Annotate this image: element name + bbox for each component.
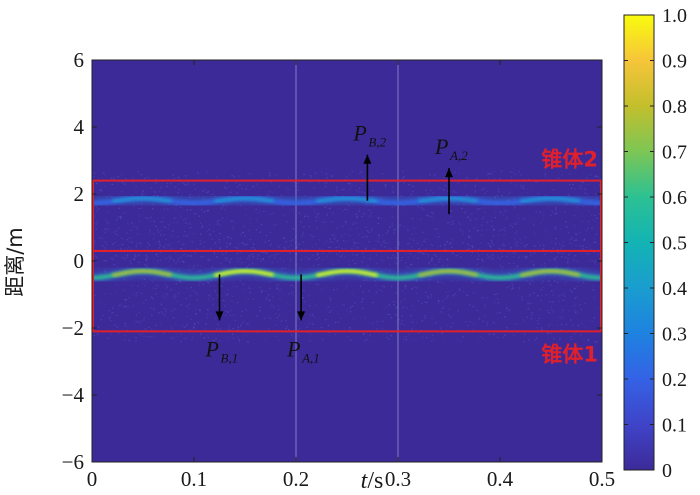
annotation-sub-3: B,1 [221,350,239,365]
trace-highlight [112,269,172,277]
region-boxes: 锥体2 锥体1 [92,148,602,366]
trace-highlight [214,269,274,277]
annotations: P B,2 P A,2P B,1 P A,1 [205,121,469,366]
colorbar-tick-label: 0.2 [662,369,687,391]
colorbar-tick-label: 0.5 [662,233,687,255]
y-tick-label: 6 [74,48,85,72]
trace-highlight [316,269,378,277]
colorbar-tick-label: 1.0 [662,5,687,27]
colorbar-tick-label: 0.1 [662,415,687,437]
y-tick-label: 2 [74,182,85,206]
colorbar-tick-label: 0.3 [662,324,687,346]
colorbar-tick-label: 0.9 [662,51,687,73]
region-box-2 [92,249,602,333]
region-label-cone2: 锥体2 [541,148,598,172]
x-tick-label: 0.4 [487,467,514,491]
x-axis-ticks: 0 0.1 0.2 0.3 0.4 0.5 [87,60,615,491]
colorbar-gradient [623,14,655,471]
colorbar-tick-label: 0.8 [662,96,687,118]
trace-highlight [418,269,478,277]
y-axis-label: 距离/m [3,227,27,297]
annotation-sub-4: A,1 [301,350,320,365]
x-tick-label: 0.1 [181,467,207,491]
x-tick-label: 0 [87,467,98,491]
colorbar-ticks: 1.0 0.9 0.8 0.7 0.6 0.5 0.4 0.3 0.2 0.1 0 [624,5,687,482]
trace-highlight [520,196,580,203]
x-tick-label: 0.2 [283,467,309,491]
trace-highlight [418,196,478,203]
x-tick-label: 0.3 [385,467,411,491]
trace-highlight [112,196,172,203]
annotation-label-1: P [352,121,366,146]
trace-highlight [214,196,274,203]
trace-highlight [520,269,580,277]
x-axis-label: t/s [361,468,384,494]
region-label-cone1: 锥体1 [541,342,598,366]
y-tick-label: 4 [74,115,85,139]
colorbar-tick-label: 0 [662,460,672,482]
y-tick-label: 0 [74,249,85,273]
annotation-label-2: P [434,134,448,159]
colorbar: 1.0 0.9 0.8 0.7 0.6 0.5 0.4 0.3 0.2 0.1 0 [623,5,687,482]
y-tick-label: −2 [62,316,84,340]
arrowhead [363,154,372,164]
colorbar-tick-label: 0.6 [662,187,687,209]
y-tick-label: −6 [62,450,84,474]
heatmap-traces [92,193,602,283]
arrowhead [297,311,306,321]
x-tick-label: 0.5 [589,467,615,491]
colorbar-tick-label: 0.4 [662,278,687,300]
annotation-sub-2: A,2 [449,148,468,163]
heatmap-background [92,60,602,462]
y-tick-label: −4 [62,383,85,407]
annotation-label-4: P [286,336,300,361]
colorbar-tick-label: 0.7 [662,142,687,164]
annotation-label-3: P [205,336,219,361]
arrowhead [445,168,453,178]
y-axis-ticks: 6 4 2 0 −2 −4 −6 [62,48,602,474]
annotation-sub-1: B,2 [368,135,386,150]
arrowhead [215,311,224,321]
